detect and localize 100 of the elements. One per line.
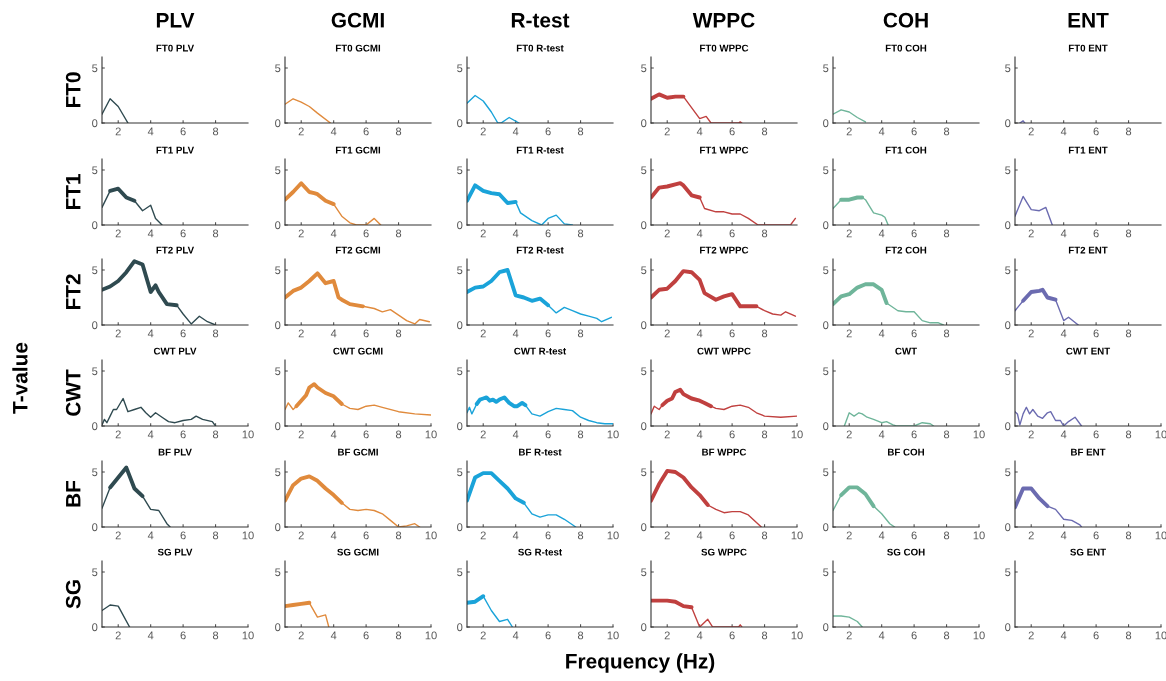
- x-tick-label: 10: [973, 631, 985, 640]
- y-tick-label: 0: [92, 321, 98, 330]
- chart-title: CWT: [895, 347, 917, 355]
- chart-subtitle: R-test: [511, 13, 570, 28]
- chart-title: FT1 R-test: [516, 146, 564, 154]
- x-tick-label: 4: [330, 531, 337, 540]
- x-tick-label: 2: [1028, 430, 1034, 439]
- y-axis-title: BF: [66, 480, 81, 507]
- y-tick-label: 5: [275, 266, 281, 275]
- x-tick-label: 8: [395, 430, 402, 439]
- y-tick-label: 5: [92, 64, 98, 73]
- x-tick-label: 4: [512, 229, 519, 238]
- x-tick-label: 4: [330, 430, 337, 439]
- y-tick-label: 0: [457, 623, 463, 632]
- y-tick-label: 5: [275, 367, 281, 376]
- text: Frequency (Hz): [566, 653, 715, 673]
- x-tick-label: 8: [577, 127, 584, 136]
- chart-title: FT2 COH: [885, 246, 927, 254]
- x-tick-label: 2: [846, 329, 852, 338]
- x-tick-label: 6: [1093, 531, 1099, 540]
- chart-title: CWT GCMI: [333, 347, 383, 355]
- x-tick-label: 4: [878, 430, 885, 439]
- text: T-value: [12, 342, 28, 414]
- x-tick-label: 4: [330, 229, 337, 238]
- y-tick-label: 5: [823, 568, 829, 577]
- x-tick-label: 8: [761, 229, 768, 238]
- chart-title: CWT WPPC: [697, 347, 751, 355]
- x-tick-label: 8: [1125, 127, 1132, 136]
- x-tick-label: 8: [1125, 329, 1132, 338]
- x-tick-label: 8: [395, 631, 402, 640]
- y-tick-label: 0: [641, 119, 647, 128]
- x-tick-label: 2: [664, 127, 670, 136]
- x-tick-label: 4: [512, 127, 519, 136]
- x-tick-label: 4: [147, 631, 154, 640]
- x-tick-label: 4: [696, 631, 703, 640]
- y-tick-label: 5: [1005, 266, 1011, 275]
- x-tick-label: 10: [242, 631, 254, 640]
- y-tick-label: 0: [641, 523, 647, 532]
- x-tick-label: 6: [911, 430, 917, 439]
- x-tick-label: 6: [1093, 329, 1099, 338]
- x-tick-label: 6: [363, 127, 369, 136]
- x-tick-label: 6: [911, 229, 917, 238]
- x-tick-label: 2: [1028, 631, 1034, 640]
- x-tick-label: 2: [1028, 531, 1034, 540]
- x-tick-label: 10: [1155, 430, 1166, 439]
- x-tick-label: 6: [729, 329, 735, 338]
- x-tick-label: 8: [943, 329, 950, 338]
- chart-title: FT2 WPPC: [700, 246, 749, 254]
- y-tick-label: 0: [641, 321, 647, 330]
- x-tick-label: 8: [943, 531, 950, 540]
- chart-title: FT0 GCMI: [335, 44, 381, 52]
- y-tick-label: 0: [92, 422, 98, 431]
- x-tick-label: 8: [577, 631, 584, 640]
- y-tick-label: 5: [1005, 64, 1011, 73]
- y-tick-label: 0: [275, 422, 281, 431]
- y-tick-label: 0: [823, 523, 829, 532]
- y-tick-label: 5: [457, 468, 463, 477]
- x-tick-label: 2: [115, 329, 121, 338]
- chart-title: FT0 COH: [885, 44, 927, 52]
- x-tick-label: 6: [545, 631, 551, 640]
- x-tick-label: 8: [577, 329, 584, 338]
- x-tick-label: 4: [330, 631, 337, 640]
- x-tick-label: 2: [298, 430, 304, 439]
- y-tick-label: 5: [1005, 367, 1011, 376]
- chart-title: FT1 COH: [885, 146, 927, 154]
- y-tick-label: 0: [92, 623, 98, 632]
- x-tick-label: 6: [911, 329, 917, 338]
- y-tick-label: 0: [92, 119, 98, 128]
- chart-title: FT0 R-test: [516, 44, 564, 52]
- chart-title: SG R-test: [518, 548, 563, 556]
- x-tick-label: 6: [545, 430, 551, 439]
- x-tick-label: 8: [577, 229, 584, 238]
- x-tick-label: 8: [212, 229, 219, 238]
- x-tick-label: 2: [298, 531, 304, 540]
- chart-title: FT1 ENT: [1068, 146, 1108, 154]
- y-tick-label: 5: [641, 568, 647, 577]
- y-tick-label: 5: [823, 367, 829, 376]
- x-tick-label: 10: [242, 430, 254, 439]
- chart-title: BF PLV: [158, 448, 192, 456]
- x-tick-label: 4: [512, 531, 519, 540]
- x-tick-label: 6: [180, 631, 186, 640]
- x-tick-label: 2: [298, 127, 304, 136]
- x-tick-label: 8: [943, 127, 950, 136]
- x-tick-label: 2: [115, 229, 121, 238]
- x-tick-label: 6: [911, 631, 917, 640]
- x-tick-label: 4: [696, 329, 703, 338]
- x-tick-label: 8: [761, 430, 768, 439]
- y-tick-label: 5: [1005, 166, 1011, 175]
- x-tick-label: 2: [846, 430, 852, 439]
- chart-subtitle: PLV: [156, 13, 195, 28]
- y-tick-label: 5: [457, 166, 463, 175]
- x-tick-label: 2: [480, 631, 486, 640]
- x-tick-label: 2: [480, 531, 486, 540]
- x-tick-label: 2: [1028, 329, 1034, 338]
- y-tick-label: 5: [641, 166, 647, 175]
- x-tick-label: 10: [791, 430, 803, 439]
- x-tick-label: 2: [664, 631, 670, 640]
- y-tick-label: 0: [1005, 422, 1011, 431]
- x-tick-label: 2: [664, 229, 670, 238]
- x-tick-label: 6: [180, 127, 186, 136]
